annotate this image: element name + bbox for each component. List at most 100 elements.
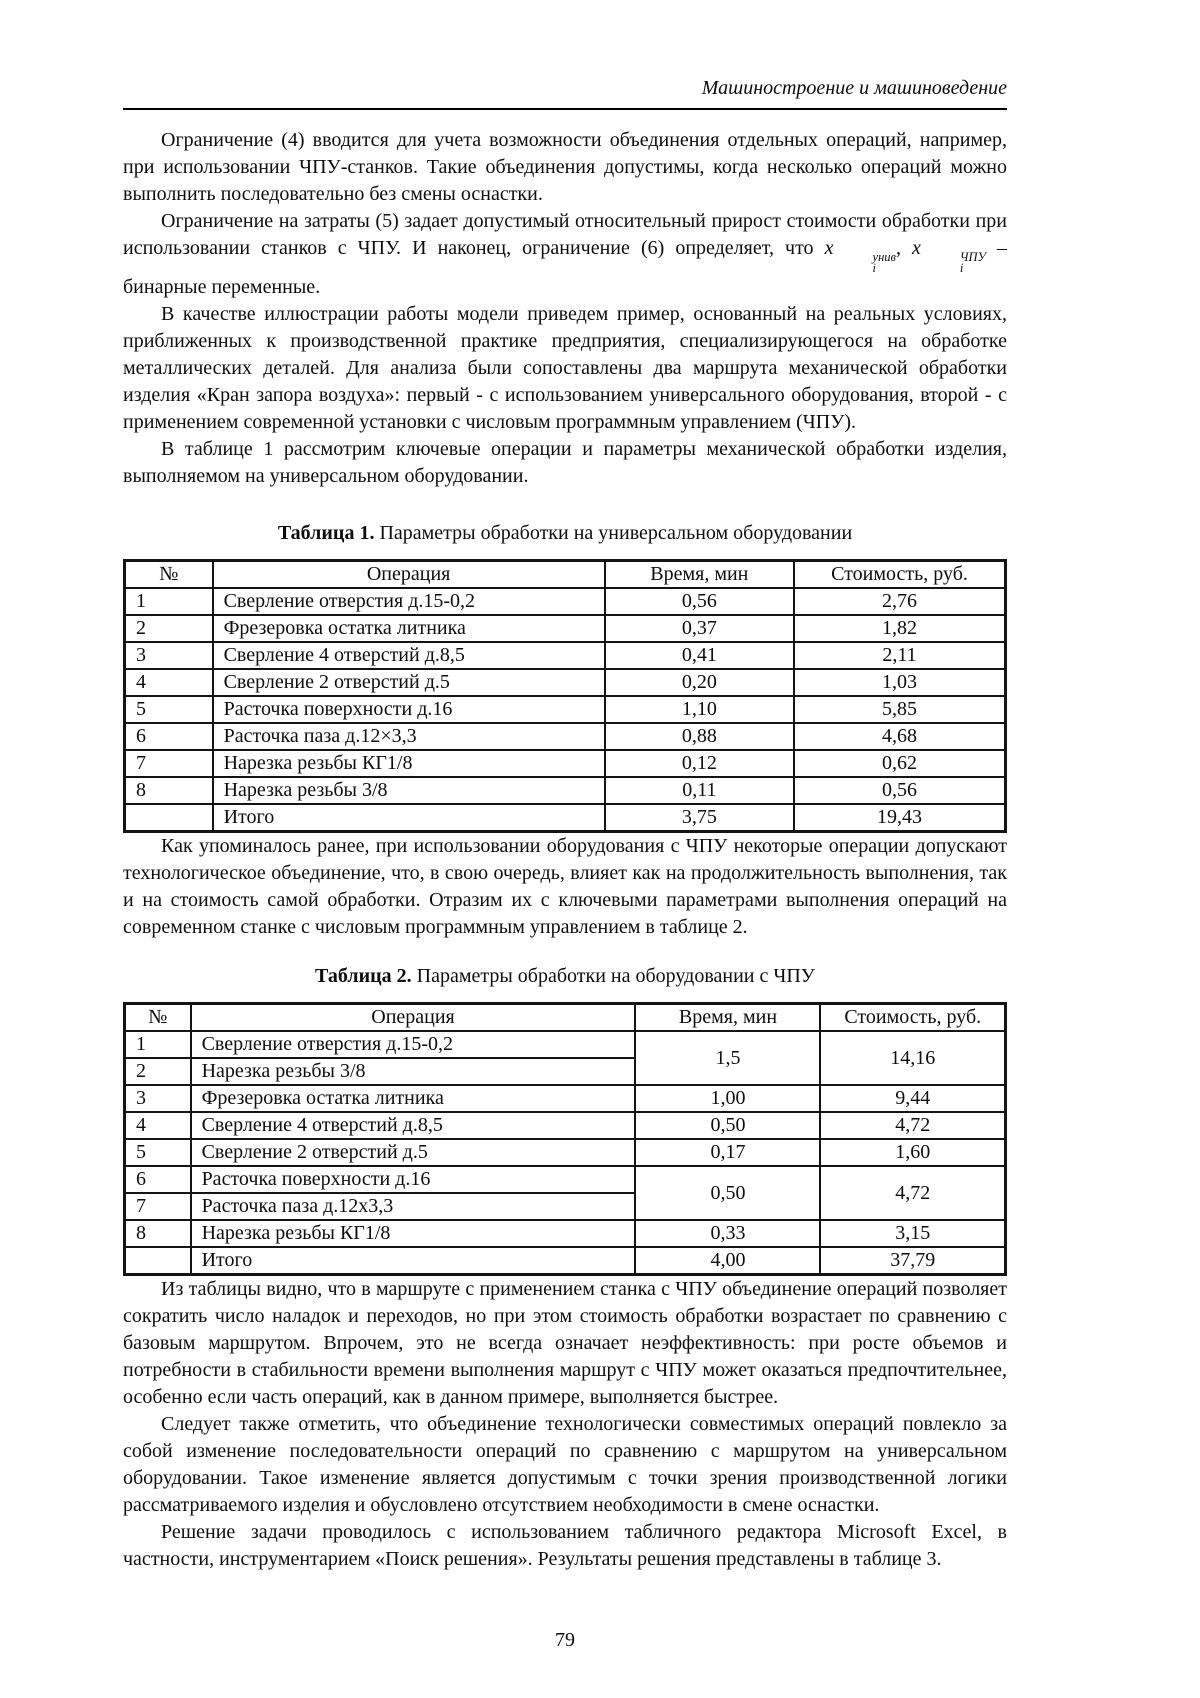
cell-operation: Сверление 4 отверстий д.8,5 <box>211 641 606 670</box>
table2-total-row: Итого 4,00 37,79 <box>123 1246 1007 1276</box>
table-row: 3 Фрезеровка остатка литника 1,00 9,44 <box>123 1084 1007 1113</box>
paragraph-7: Следует также отметить, что объединение … <box>123 1413 1007 1516</box>
cell-num: 6 <box>123 1165 192 1194</box>
cell-num: 3 <box>123 1084 192 1113</box>
cell-cost-merged: 14,16 <box>819 1030 1007 1086</box>
table-row: 2 Нарезка резьбы 3/8 <box>123 1057 1006 1086</box>
formula-variable: x <box>912 237 921 259</box>
cell-cost: 2,76 <box>793 587 1007 616</box>
cell-cost-merged: 4,72 <box>819 1165 1007 1221</box>
cell-num: 4 <box>123 668 214 697</box>
table-row: 8 Нарезка резьбы 3/8 0,11 0,56 <box>123 776 1007 805</box>
cell-num: 7 <box>123 1192 192 1221</box>
table-row: 4 Сверление 4 отверстий д.8,5 0,50 4,72 <box>123 1111 1007 1140</box>
cell-operation: Расточка паза д.12x3,3 <box>189 1192 637 1221</box>
table1-header-row: № Операция Время, мин Стоимость, руб. <box>123 559 1007 589</box>
cell-time: 1,00 <box>634 1084 822 1113</box>
cell-time: 0,11 <box>603 776 796 805</box>
cell-cost: 2,11 <box>793 641 1007 670</box>
cell-total-label: Итого <box>189 1246 637 1276</box>
cell-time: 0,20 <box>603 668 796 697</box>
cell-num: 7 <box>123 749 214 778</box>
page-number: 79 <box>555 1629 575 1651</box>
table-row: 1 Сверление отверстия д.15-0,2 1,5 14,16 <box>123 1030 1007 1086</box>
cell-time: 0,33 <box>634 1219 822 1248</box>
cell-time: 0,12 <box>603 749 796 778</box>
table-row: 5 Сверление 2 отверстий д.5 0,17 1,60 <box>123 1138 1007 1167</box>
cell-num: 2 <box>123 1057 192 1086</box>
cell-cost: 4,68 <box>793 722 1007 751</box>
formula-x-univ: x унив i <box>824 237 896 274</box>
cell-operation: Фрезеровка остатка литника <box>189 1084 637 1113</box>
cell-cost: 1,03 <box>793 668 1007 697</box>
cell-cost: 9,44 <box>819 1084 1007 1113</box>
table2-caption-label: Таблица 2. <box>315 965 412 987</box>
cell-num-empty <box>123 1246 192 1276</box>
table2-caption-text: Параметры обработки на оборудовании с ЧП… <box>411 965 815 987</box>
cell-num: 3 <box>123 641 214 670</box>
cell-cost: 1,82 <box>793 614 1007 643</box>
table2-header-num: № <box>123 1002 192 1032</box>
cell-num: 8 <box>123 1219 192 1248</box>
table2-caption: Таблица 2. Параметры обработки на оборуд… <box>123 965 1007 988</box>
table2-header-cost: Стоимость, руб. <box>819 1002 1007 1032</box>
cell-cost: 4,72 <box>819 1111 1007 1140</box>
cell-cost: 0,62 <box>793 749 1007 778</box>
table2-header-time: Время, мин <box>634 1002 822 1032</box>
cell-time: 0,50 <box>634 1111 822 1140</box>
table1-header-operation: Операция <box>211 559 606 589</box>
cell-num: 1 <box>123 1030 192 1059</box>
cell-time-merged: 1,5 <box>634 1030 822 1086</box>
cell-time-merged: 0,50 <box>634 1165 822 1221</box>
cell-operation: Расточка поверхности д.16 <box>189 1165 637 1194</box>
cell-num: 8 <box>123 776 214 805</box>
table-row: 6 Расточка паза д.12×3,3 0,88 4,68 <box>123 722 1007 751</box>
table-row: 5 Расточка поверхности д.16 1,10 5,85 <box>123 695 1007 724</box>
formula-subscript: i <box>959 261 964 275</box>
cell-operation: Нарезка резьбы КГ1/8 <box>211 749 606 778</box>
cell-num: 1 <box>123 587 214 616</box>
cell-cost: 1,60 <box>819 1138 1007 1167</box>
paragraph-2-text-after: – бинарные переменные. <box>123 237 1008 298</box>
table1-total-row: Итого 3,75 19,43 <box>123 803 1007 833</box>
paragraph-2: Ограничение на затраты (5) задает допуст… <box>123 208 1007 301</box>
cell-operation: Сверление 4 отверстий д.8,5 <box>189 1111 637 1140</box>
table-row: 2 Фрезеровка остатка литника 0,37 1,82 <box>123 614 1007 643</box>
cell-cost: 3,15 <box>819 1219 1007 1248</box>
cell-operation: Сверление 2 отверстий д.5 <box>211 668 606 697</box>
cell-operation: Сверление отверстия д.15-0,2 <box>211 587 606 616</box>
paragraph-3: В качестве иллюстрации работы модели при… <box>123 303 1007 433</box>
table-row: 3 Сверление 4 отверстий д.8,5 0,41 2,11 <box>123 641 1007 670</box>
cell-total-time: 4,00 <box>634 1246 822 1276</box>
table1-caption-label: Таблица 1. <box>277 522 375 544</box>
table1-header-time: Время, мин <box>603 559 796 589</box>
cell-total-cost: 19,43 <box>793 803 1007 833</box>
paragraph-8: Решение задачи проводилось с использован… <box>123 1521 1007 1570</box>
paragraph-1: Ограничение (4) вводится для учета возмо… <box>123 129 1007 205</box>
formula-variable: x <box>824 237 834 259</box>
formula-scripts: унив i <box>835 250 896 275</box>
formula-superscript: ЧПУ <box>959 250 986 264</box>
table-row: 7 Нарезка резьбы КГ1/8 0,12 0,62 <box>123 749 1007 778</box>
cell-time: 0,37 <box>603 614 796 643</box>
paragraph-5: Как упоминалось ранее, при использовании… <box>123 835 1007 938</box>
table1-caption-text: Параметры обработки на универсальном обо… <box>374 522 853 544</box>
cell-num: 5 <box>123 695 214 724</box>
formula-superscript: унив <box>872 250 896 264</box>
formula-separator: , <box>895 237 913 259</box>
cell-operation: Расточка поверхности д.16 <box>211 695 606 724</box>
table-row: 6 Расточка поверхности д.16 0,50 4,72 <box>123 1165 1007 1221</box>
cell-num: 2 <box>123 614 214 643</box>
cell-operation: Фрезеровка остатка литника <box>211 614 606 643</box>
cell-time: 0,56 <box>603 587 796 616</box>
cell-cost: 5,85 <box>793 695 1007 724</box>
cell-operation: Сверление отверстия д.15-0,2 <box>189 1030 637 1059</box>
header-rule <box>123 108 1007 110</box>
running-head: Машиностроение и машиноведение <box>701 77 1007 99</box>
table-row: 7 Расточка паза д.12x3,3 <box>123 1192 1006 1221</box>
cell-operation: Нарезка резьбы КГ1/8 <box>189 1219 637 1248</box>
table-row: 8 Нарезка резьбы КГ1/8 0,33 3,15 <box>123 1219 1007 1248</box>
